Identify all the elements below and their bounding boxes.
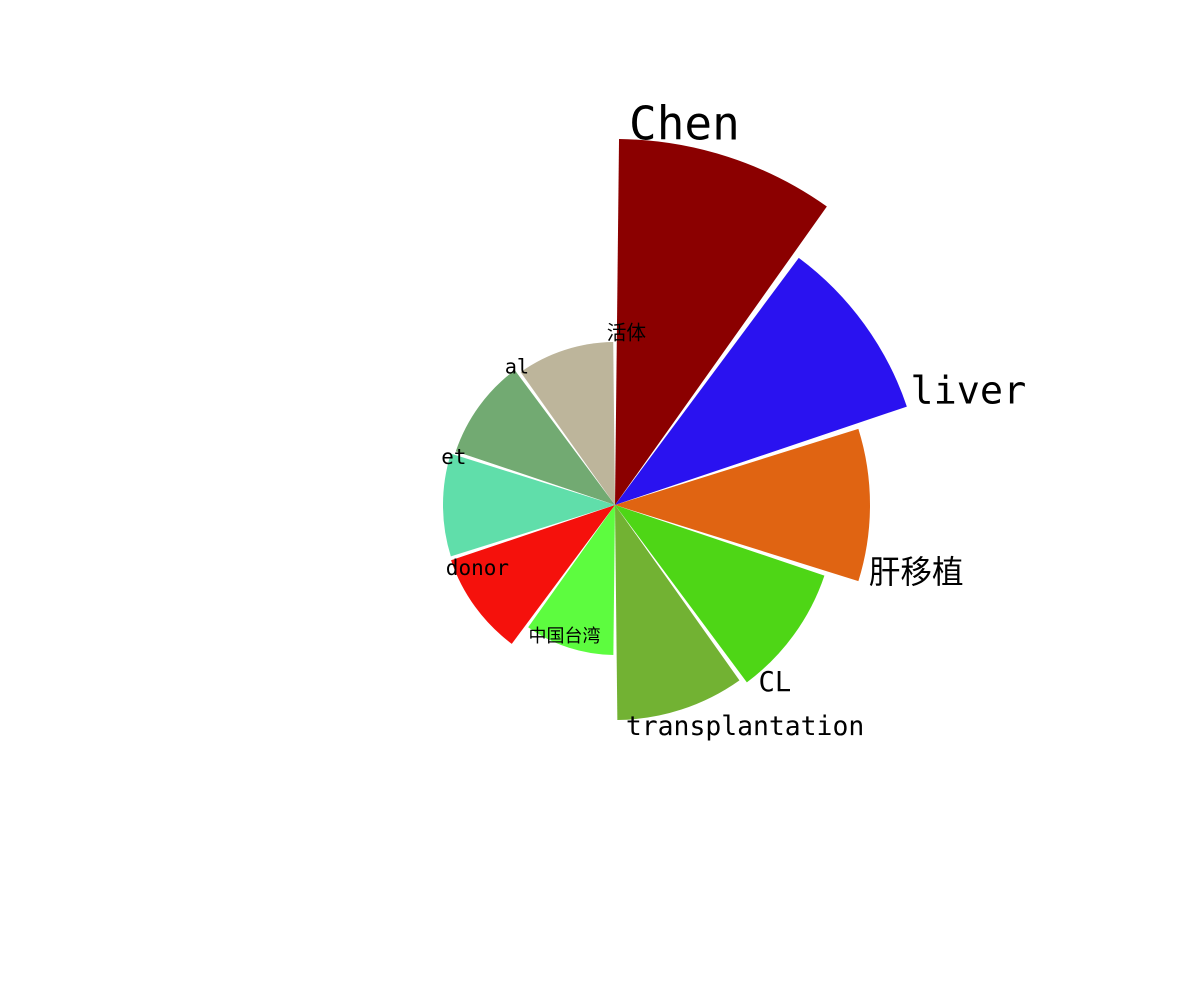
rose-slice-5 <box>615 505 740 720</box>
slice-label-chen-1: Chen <box>629 97 740 151</box>
slice-label-item-6: 中国台湾 <box>529 626 601 647</box>
rose-slice-8 <box>442 453 615 557</box>
rose-slice-4 <box>615 505 825 683</box>
rose-slice-9 <box>455 370 615 505</box>
rose-slice-3 <box>615 428 870 582</box>
slice-label-item-10: 活体 <box>607 322 647 345</box>
rose-slice-1 <box>615 139 827 505</box>
rose-slice-2 <box>615 257 907 505</box>
slice-label-cl-4: CL <box>759 667 792 698</box>
rose-slice-6 <box>528 505 615 655</box>
slice-label-et-8: et <box>441 445 466 469</box>
slice-label-al-9: al <box>505 354 529 378</box>
rose-slice-7 <box>451 505 615 644</box>
slice-label-item-3: 肝移植 <box>869 555 964 591</box>
slice-label-liver-2: liver <box>910 368 1026 413</box>
slice-label-transplantation-5: transplantation <box>626 711 864 742</box>
slice-label-donor-7: donor <box>446 556 509 580</box>
rose-slice-10 <box>520 342 615 505</box>
